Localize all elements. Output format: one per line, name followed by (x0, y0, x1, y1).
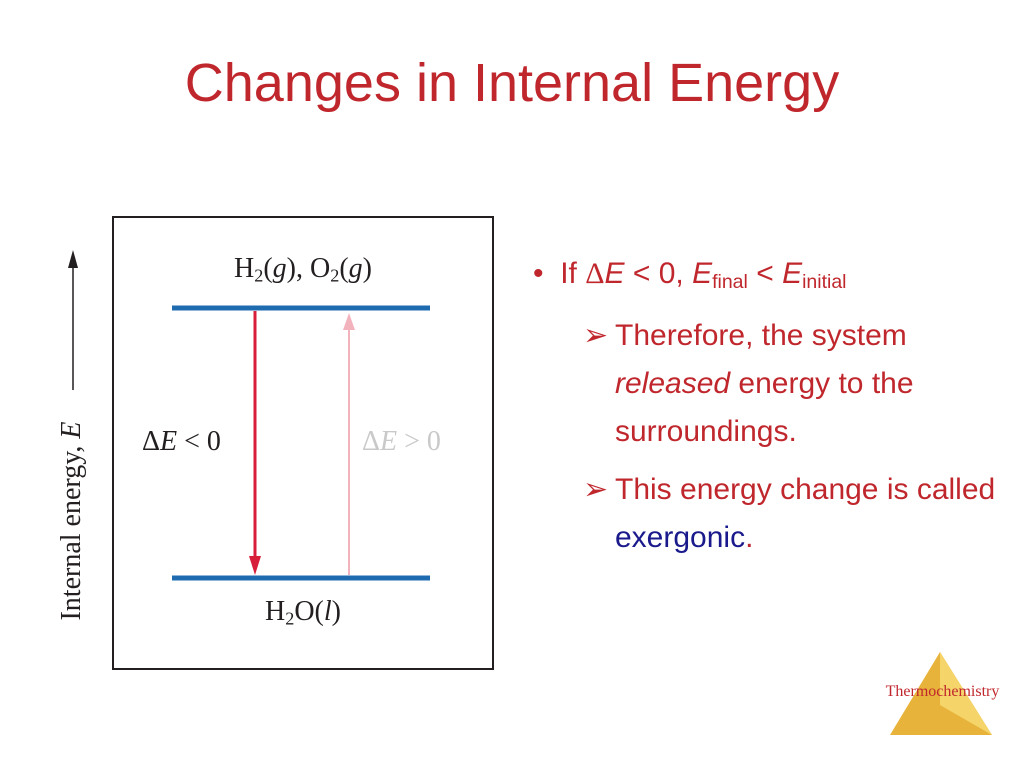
diagram-frame (112, 216, 494, 670)
top-state: H2(g), O2(g) (234, 253, 372, 286)
bullet: • If ΔE < 0, Efinal < Einitial (533, 257, 847, 293)
arrow-head (68, 250, 78, 268)
sub-bullet: This energy change is called exergonic. (615, 473, 996, 554)
bottom-state: H2O(l) (265, 596, 341, 629)
arrow-head (343, 313, 355, 330)
sub-bullet-marker: ➢ (583, 319, 609, 352)
sub-bullet: Therefore, the system released energy to… (615, 319, 914, 448)
footer-triangle-face (940, 652, 992, 735)
down-label: ΔE < 0 (142, 426, 221, 457)
sub-bullet-marker: ➢ (583, 473, 609, 506)
up-label: ΔE > 0 (362, 426, 441, 457)
arrow-head (249, 556, 261, 575)
slide-title: Changes in Internal Energy (184, 53, 840, 113)
footer: Thermochemistry (885, 683, 1000, 700)
axis-label: Internal energy, E (56, 421, 87, 621)
